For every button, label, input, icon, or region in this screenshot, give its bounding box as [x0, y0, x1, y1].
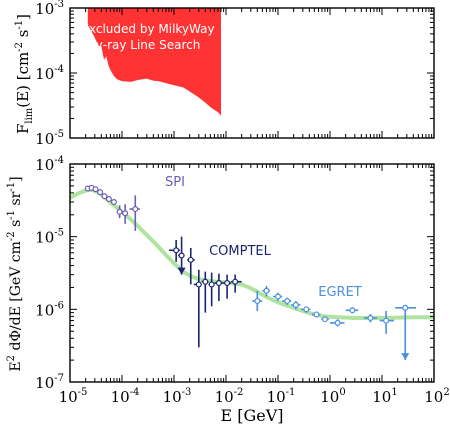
egret-marker — [254, 298, 261, 305]
bottom-xtick-label: 100 — [320, 387, 345, 406]
egret-marker — [303, 306, 310, 313]
egret-marker — [321, 316, 328, 323]
excluded-region — [87, 8, 221, 116]
legend-label-spi: SPI — [165, 175, 185, 190]
egret-point — [379, 310, 394, 334]
top-axis-ticks — [69, 7, 435, 139]
bottom-plot-frame — [69, 163, 435, 383]
egret-upper-limit-arrow — [401, 353, 410, 361]
egret-point — [321, 316, 329, 323]
egret-marker — [275, 293, 282, 300]
egret-marker — [313, 311, 320, 318]
bottom-x-tick-labels: 10-5 10-4 10-3 10-2 10-1 100 101 102 — [59, 387, 450, 406]
comptel-marker — [208, 281, 215, 288]
top-panel: Excluded by MilkyWay γ-ray Line Search 1… — [14, 0, 435, 148]
top-ytick-label: 10-4 — [35, 64, 64, 83]
bottom-y-axis-title: E2 dΦ/dE [GeV cm-2 s-1 sr-1] — [6, 176, 24, 371]
egret-point — [363, 314, 377, 323]
annotation-line-2: γ-ray Line Search — [96, 38, 201, 52]
bottom-xtick-label: 101 — [372, 387, 397, 406]
bottom-xtick-label: 10-4 — [111, 387, 140, 406]
spi-point — [129, 195, 140, 231]
top-ytick-label: 10-5 — [35, 129, 64, 148]
bottom-xtick-label: 10-5 — [59, 387, 88, 406]
egret-marker — [349, 307, 356, 314]
legend-label-egret: EGRET — [318, 285, 362, 300]
bottom-xtick-label: 10-2 — [215, 387, 244, 406]
comptel-marker — [187, 256, 194, 263]
egret-point — [330, 319, 345, 327]
top-ytick-label: 10-3 — [35, 0, 64, 18]
comptel-point — [193, 269, 202, 348]
comptel-point — [201, 271, 209, 313]
spi-marker — [105, 195, 112, 202]
egret-marker — [383, 317, 390, 324]
egret-point — [345, 307, 359, 314]
spi-point — [101, 193, 108, 200]
comptel-marker — [173, 247, 180, 254]
legend-label-comptel: COMPTEL — [209, 244, 272, 259]
bottom-ytick-label: 10-5 — [35, 228, 64, 247]
bottom-axis-ticks — [69, 163, 435, 383]
top-y-axis-title: Flim(E) [cm-2 s-1] — [14, 14, 35, 134]
comptel-point — [214, 273, 223, 302]
comptel-marker — [195, 281, 202, 288]
spi-point — [110, 198, 117, 205]
spi-marker — [110, 198, 117, 205]
spi-marker — [92, 186, 99, 193]
bottom-panel: SPI COMPTEL EGRET 10-710-610-510-4 10-5 1… — [6, 155, 450, 425]
comptel-point — [208, 272, 215, 307]
comptel-point — [231, 274, 242, 293]
egret-marker — [334, 319, 341, 326]
comptel-point — [177, 236, 186, 275]
egret-marker — [402, 304, 409, 311]
comptel-point — [222, 274, 232, 299]
bottom-ytick-label: 10-6 — [35, 300, 64, 319]
egret-marker — [292, 301, 299, 308]
egret-point — [395, 304, 416, 361]
spi-point — [122, 204, 129, 224]
spi-marker — [122, 210, 129, 217]
spi-marker — [116, 208, 123, 215]
egret-marker — [367, 314, 374, 321]
spi-point — [105, 195, 112, 202]
egret-point — [272, 292, 283, 302]
comptel-marker — [224, 280, 231, 287]
comptel-marker — [178, 252, 185, 259]
x-axis-title: E [GeV] — [220, 406, 283, 425]
egret-point — [301, 306, 311, 313]
spi-point — [97, 189, 104, 196]
spi-marker — [132, 206, 139, 213]
comptel-point — [187, 247, 195, 285]
bottom-ytick-label: 10-7 — [35, 373, 64, 392]
annotation-line-1: Excluded by MilkyWay — [81, 22, 214, 36]
comptel-point — [168, 239, 180, 262]
bottom-y-tick-labels: 10-7 10-6 10-5 10-4 — [35, 155, 64, 392]
excluded-region-layer — [87, 8, 221, 116]
spi-point — [116, 205, 123, 219]
spi-marker — [101, 193, 108, 200]
egret-marker — [263, 287, 270, 294]
bottom-xtick-label: 10-3 — [163, 387, 192, 406]
egret-point — [311, 311, 321, 318]
egret-marker — [284, 298, 291, 305]
comptel-marker — [202, 278, 209, 285]
spi-marker — [97, 189, 104, 196]
top-y-tick-labels: 10-5 10-4 10-3 — [35, 0, 64, 148]
egret-point — [291, 301, 301, 310]
comptel-upper-limit-arrow — [177, 267, 186, 275]
egret-point — [252, 290, 263, 311]
comptel-marker — [215, 280, 222, 287]
egret-point — [282, 297, 292, 305]
comptel-marker — [232, 278, 239, 285]
bottom-ytick-label: 10-4 — [35, 155, 64, 174]
spi-point — [92, 186, 99, 193]
data-points-layer — [84, 184, 416, 361]
bottom-xtick-label: 102 — [424, 387, 449, 406]
egret-point — [262, 285, 270, 297]
bottom-xtick-label: 10-1 — [267, 387, 296, 406]
